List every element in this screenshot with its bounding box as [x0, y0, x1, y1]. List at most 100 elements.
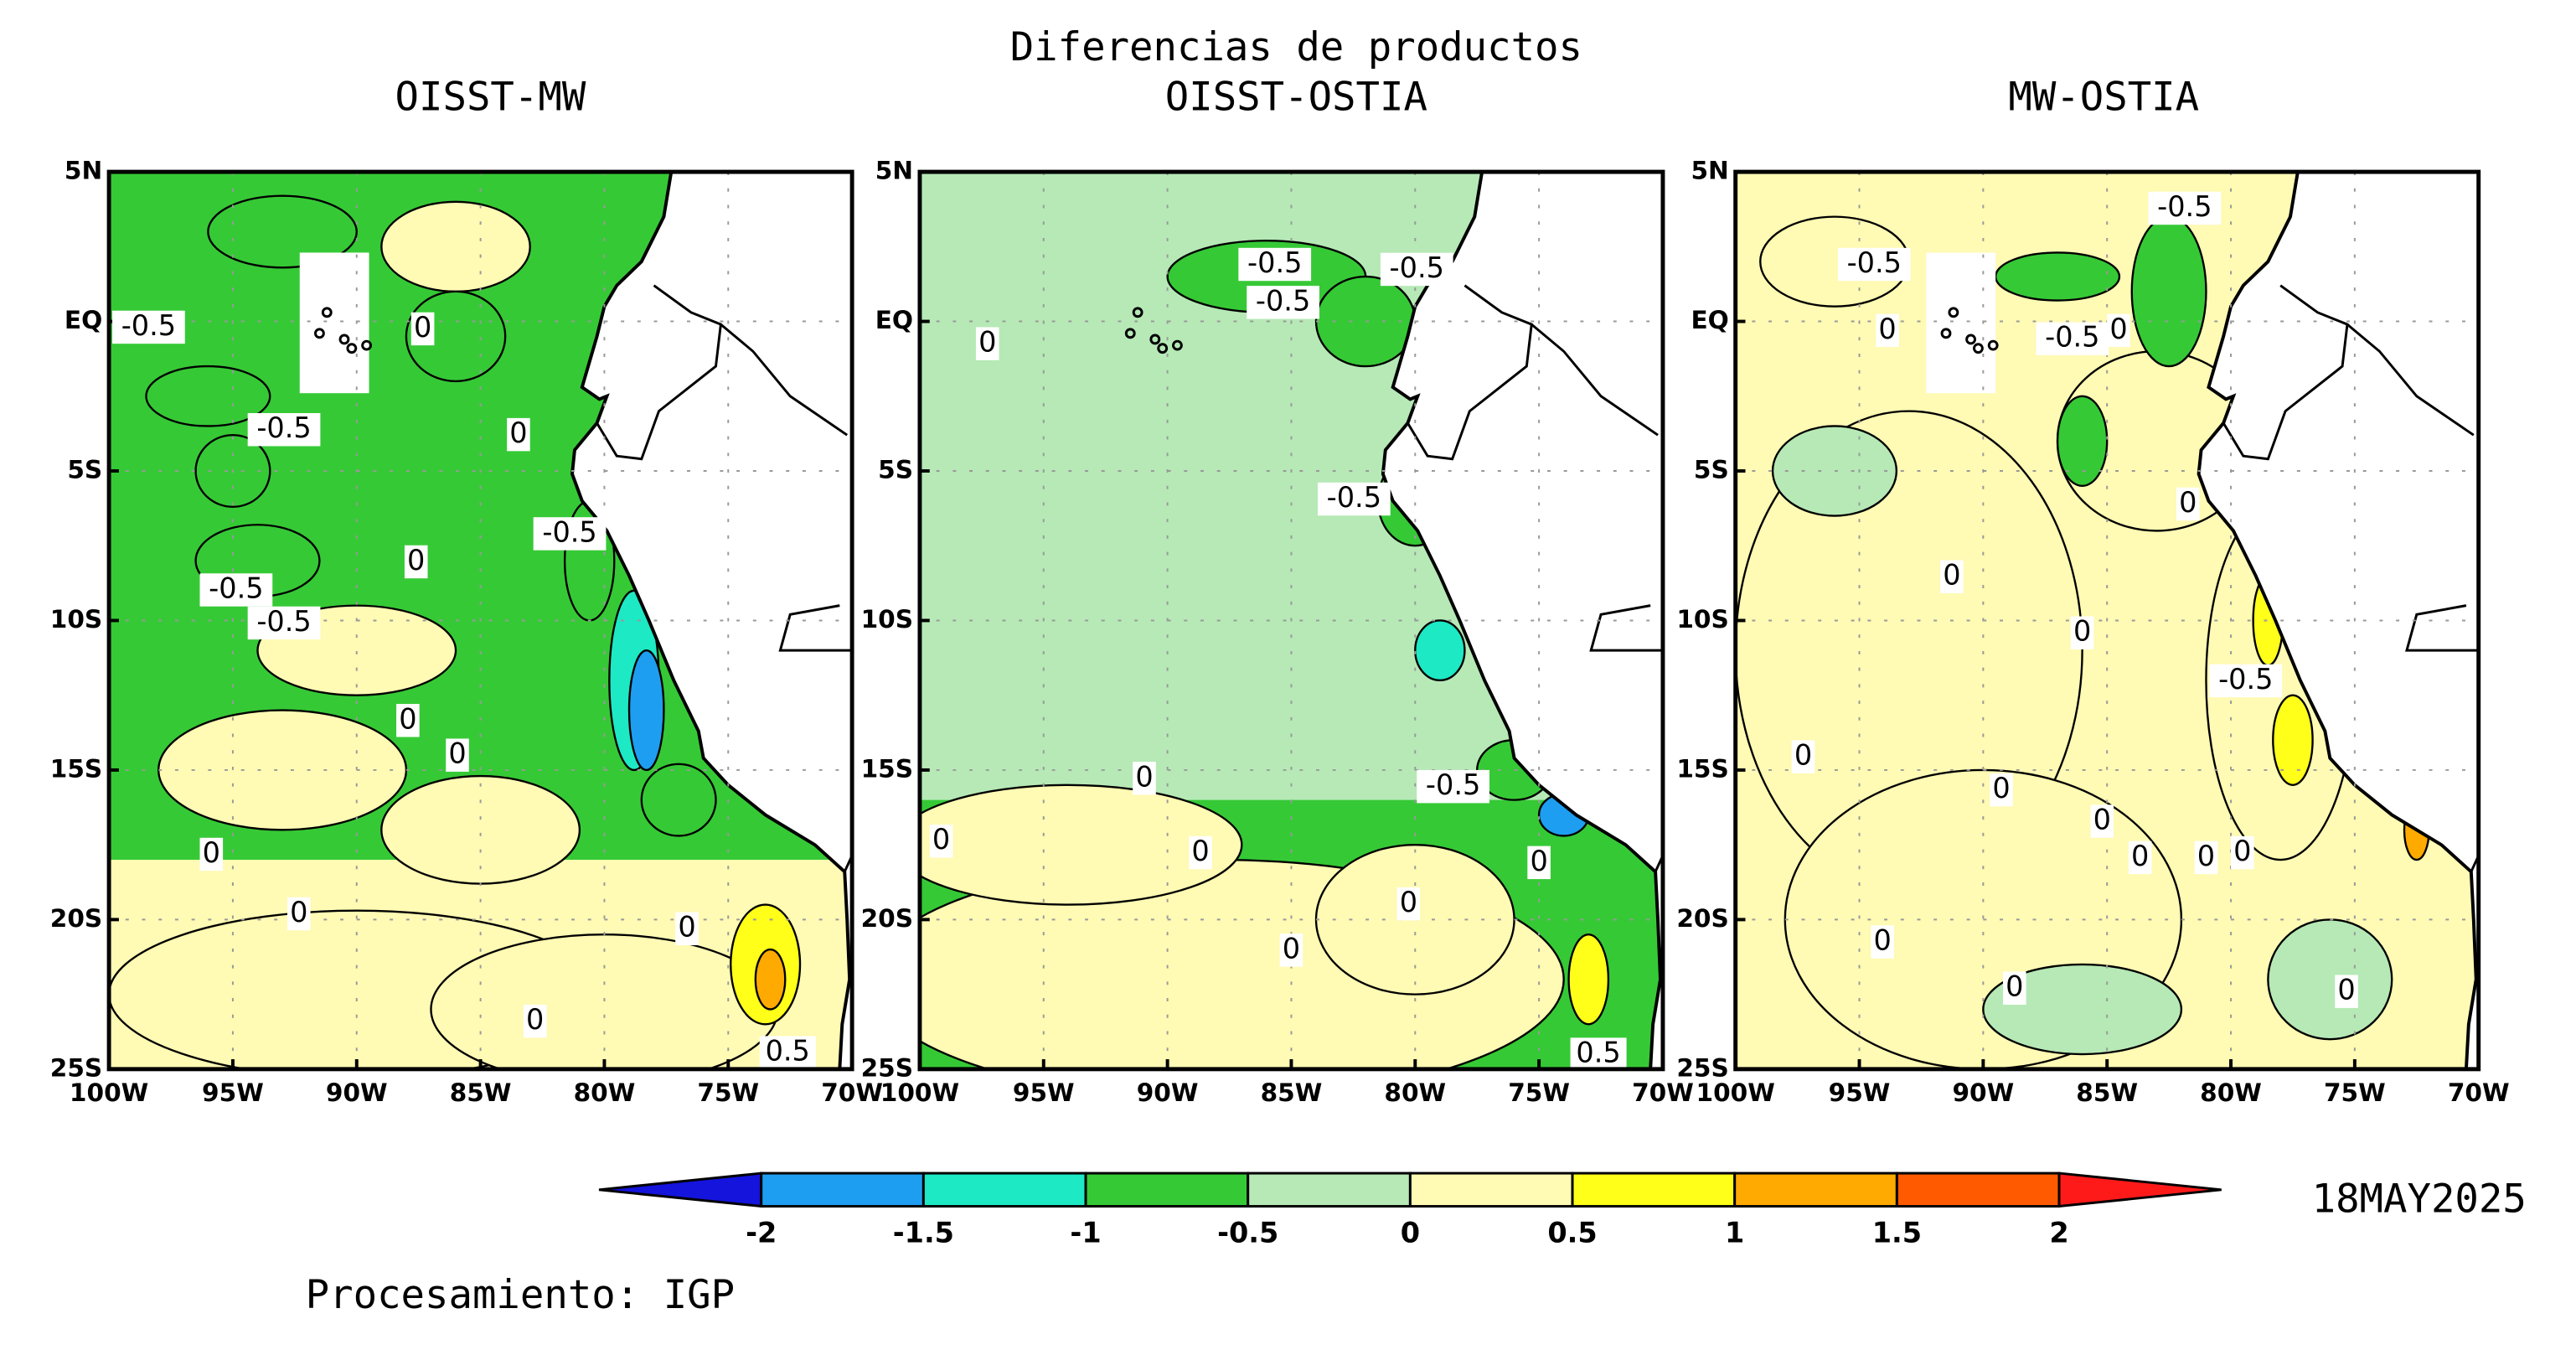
- contour-label: 0: [414, 311, 431, 344]
- field-patch: [2267, 918, 2393, 1041]
- map-panel: [919, 172, 1663, 1069]
- field-patch: [1567, 934, 1610, 1026]
- lat-tick-label: 10S: [861, 605, 913, 634]
- contour-label-box: [1570, 1037, 1627, 1071]
- contour-label-box: [1238, 247, 1312, 282]
- lat-tick-label: EQ: [875, 306, 913, 334]
- field-patch: [1982, 963, 2183, 1056]
- island: [1987, 339, 1999, 351]
- contour-label-box: [247, 412, 321, 447]
- colorbar-bin: [1247, 1171, 1412, 1208]
- panel-frame: [917, 169, 1665, 1072]
- contour-label-box: [1317, 482, 1391, 516]
- contour-label-box: [1189, 835, 1212, 870]
- contour-label-box: [410, 312, 435, 346]
- lon-tick-label: 70W: [2448, 1078, 2510, 1107]
- contour-label-box: [2128, 840, 2152, 875]
- colorbar-bin: [760, 1171, 925, 1208]
- field-patch: [627, 649, 665, 772]
- lon-tick-label: 100W: [70, 1078, 148, 1107]
- field-patch: [380, 200, 531, 293]
- colorbar-bin: [1733, 1171, 1898, 1208]
- lon-tick-label: 70W: [1632, 1078, 1694, 1107]
- contour-label: -0.5: [2157, 190, 2212, 223]
- contour-label-box: [287, 897, 311, 931]
- contour-label: 0.5: [1576, 1037, 1620, 1069]
- lat-tick-label: EQ: [65, 306, 102, 334]
- field-patch: [2056, 395, 2109, 488]
- colorbar-label: 0: [1401, 1217, 1420, 1249]
- field-patch: [2130, 215, 2207, 368]
- contour-label-box: [2209, 664, 2283, 698]
- contour-label: -0.5: [1327, 481, 1381, 514]
- contour-label: 0: [2233, 835, 2251, 867]
- contour-label-box: [675, 912, 699, 945]
- lat-tick-label: 5S: [878, 456, 913, 484]
- lat-tick-label: 5N: [65, 157, 102, 185]
- colorbar-label: -0.5: [1217, 1217, 1278, 1249]
- contour-label-box: [1791, 740, 1815, 773]
- panel-title: MW-OSTIA: [2008, 74, 2199, 120]
- contour-label: 0: [1943, 559, 1960, 592]
- colorbar-label: -2: [746, 1217, 777, 1249]
- island: [1149, 334, 1161, 345]
- border: [596, 284, 723, 461]
- lon-tick-label: 100W: [880, 1078, 959, 1107]
- lon-tick-label: 80W: [574, 1078, 636, 1107]
- contour-label: 0: [2179, 486, 2197, 519]
- lon-tick-label: 85W: [2076, 1078, 2138, 1107]
- contour-label-box: [2194, 840, 2218, 875]
- island: [314, 328, 325, 339]
- field-patch: [2272, 694, 2314, 786]
- contour-label: -0.5: [121, 309, 176, 342]
- lat-tick-label: 20S: [861, 904, 913, 933]
- contour-label-box: [1396, 887, 1421, 921]
- contour-label-box: [2003, 971, 2026, 1005]
- contour-label-box: [2176, 487, 2200, 521]
- island: [338, 334, 350, 345]
- border: [2346, 323, 2475, 437]
- lat-tick-label: 10S: [50, 605, 102, 634]
- island: [1973, 343, 1984, 354]
- island: [321, 307, 333, 318]
- lat-tick-label: 5S: [1694, 456, 1729, 484]
- island: [1157, 343, 1169, 354]
- lon-tick-label: 95W: [202, 1078, 264, 1107]
- contour-label: -0.5: [1426, 768, 1480, 801]
- contour-label-box: [533, 517, 607, 551]
- lon-tick-label: 80W: [2200, 1078, 2262, 1107]
- lon-tick-label: 90W: [1137, 1078, 1199, 1107]
- field-patch: [145, 365, 271, 427]
- colorbar-label: -1: [1070, 1217, 1101, 1249]
- panel-title: OISST-OSTIA: [1165, 74, 1427, 120]
- contour-label: 0: [932, 823, 950, 856]
- contour-label-box: [1871, 925, 1894, 959]
- contour-label: 0: [526, 1003, 544, 1036]
- lat-tick-label: 20S: [1676, 904, 1728, 933]
- island: [361, 339, 373, 351]
- lat-tick-label: 10S: [1676, 605, 1728, 634]
- contour-label-box: [446, 738, 469, 772]
- land: [1382, 172, 1663, 1069]
- lat-tick-label: 15S: [50, 754, 102, 783]
- contour-label: 0: [448, 737, 466, 770]
- land: [572, 172, 853, 1069]
- contour-label-box: [1247, 286, 1319, 319]
- contour-label: 0: [978, 326, 996, 359]
- contour-label: -0.5: [2045, 321, 2099, 354]
- contour-label: 0: [407, 544, 425, 577]
- contour-label: 0: [2109, 313, 2127, 345]
- contour-label-box: [404, 545, 428, 579]
- colorbar-label: 0.5: [1547, 1217, 1597, 1249]
- contour-label: 0: [1530, 845, 1547, 877]
- colorbar-label: 2: [2049, 1217, 2068, 1249]
- map-panel: [1735, 172, 2479, 1069]
- contour-label: -0.5: [256, 605, 311, 638]
- lat-tick-label: EQ: [1691, 306, 1728, 334]
- lon-tick-label: 70W: [821, 1078, 883, 1107]
- contour-label-box: [507, 417, 530, 452]
- island: [1132, 307, 1143, 318]
- contour-label: 0: [2337, 974, 2355, 1006]
- island: [1940, 328, 1952, 339]
